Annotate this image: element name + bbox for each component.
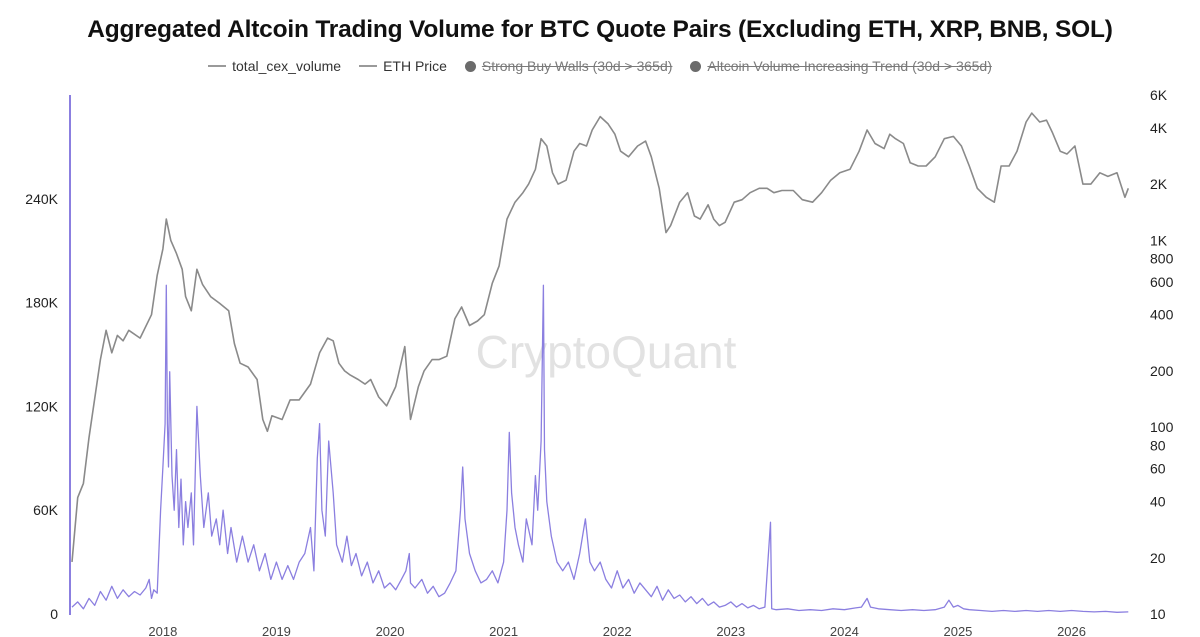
right-y-tick-label: 2K: [1150, 176, 1168, 192]
right-y-tick-label: 100: [1150, 419, 1174, 435]
legend-label: Strong Buy Walls (30d > 365d): [481, 58, 673, 74]
legend-line-swatch: [359, 65, 378, 67]
right-y-tick-label: 1K: [1150, 232, 1168, 248]
legend-label: Altcoin Volume Increasing Trend (30d > 3…: [707, 58, 992, 74]
series-line-total-cex-volume[interactable]: [71, 284, 1129, 613]
legend-item-strong-buy-walls[interactable]: Strong Buy Walls (30d > 365d): [464, 58, 673, 74]
right-y-tick-label: 20: [1150, 550, 1166, 566]
right-y-tick-label: 10: [1150, 606, 1166, 622]
right-y-axis-ticks: 6K 4K 2K 1K 800 600 400 200 100 80 60 40 20 10: [1150, 87, 1174, 622]
x-tick-label: 2018: [148, 624, 177, 637]
right-y-tick-label: 40: [1150, 494, 1166, 510]
right-y-tick-label: 600: [1150, 274, 1174, 290]
x-tick-label: 2024: [830, 624, 859, 637]
right-y-tick-label: 400: [1150, 307, 1174, 323]
cryptoquant-watermark: CryptoQuant: [476, 326, 737, 378]
right-y-tick-label: 6K: [1150, 87, 1168, 103]
right-y-tick-label: 80: [1150, 437, 1166, 453]
right-y-tick-label: 200: [1150, 363, 1174, 379]
x-tick-label: 2022: [603, 624, 632, 637]
x-axis-ticks: 2018 2019 2020 2021 2022 2023 2024 2025 2026: [148, 624, 1086, 637]
right-y-tick-label: 4K: [1150, 120, 1168, 136]
left-y-tick-label: 120K: [25, 398, 58, 414]
x-tick-label: 2026: [1057, 624, 1086, 637]
legend-dot-swatch: [464, 60, 476, 72]
chart-title: Aggregated Altcoin Trading Volume for BT…: [87, 16, 1113, 43]
left-y-tick-label: 240K: [25, 191, 58, 207]
legend-line-swatch: [208, 65, 227, 67]
legend-dot-swatch: [690, 60, 702, 72]
right-y-tick-label: 800: [1150, 250, 1174, 266]
legend-item-altcoin-volume-trend[interactable]: Altcoin Volume Increasing Trend (30d > 3…: [690, 58, 992, 74]
right-y-tick-label: 60: [1150, 461, 1166, 477]
chart-legend: total_cex_volume ETH Price Strong Buy Wa…: [0, 58, 1200, 74]
x-tick-label: 2021: [489, 624, 518, 637]
legend-label: ETH Price: [383, 58, 447, 74]
left-y-axis-ticks: 0 60K 120K 180K 240K: [25, 191, 58, 622]
left-y-tick-label: 0: [50, 606, 58, 622]
left-y-tick-label: 180K: [25, 295, 58, 311]
x-tick-label: 2020: [376, 624, 405, 637]
left-y-tick-label: 60K: [33, 502, 59, 518]
series-line-eth-price[interactable]: [71, 112, 1130, 562]
legend-label: total_cex_volume: [232, 58, 342, 74]
legend-item-total-cex-volume[interactable]: total_cex_volume: [208, 58, 341, 74]
legend-item-eth-price[interactable]: ETH Price: [359, 58, 447, 74]
x-tick-label: 2023: [716, 624, 745, 637]
x-tick-label: 2025: [943, 624, 972, 637]
x-tick-label: 2019: [262, 624, 291, 637]
